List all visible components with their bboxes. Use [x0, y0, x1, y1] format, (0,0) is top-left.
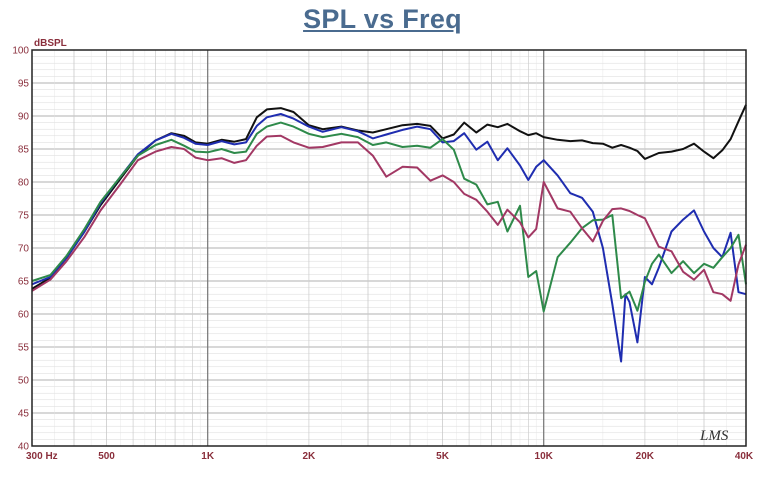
- y-tick-label: 100: [12, 46, 29, 57]
- grid: [31, 49, 747, 447]
- y-tick-label: 95: [18, 79, 30, 90]
- x-tick-label: 20K: [636, 451, 655, 462]
- y-tick-label: 70: [18, 244, 30, 255]
- y-tick-label: 50: [18, 376, 30, 387]
- x-tick-label: 40K: [735, 451, 754, 462]
- series-line-2: [31, 113, 747, 363]
- x-tick-label: 1K: [201, 451, 215, 462]
- chart-title: SPL vs Freq: [303, 4, 462, 34]
- y-tick-label: 90: [18, 112, 30, 123]
- x-tick-label: 2K: [302, 451, 316, 462]
- x-tick-label: 10K: [535, 451, 554, 462]
- y-axis-label: dBSPL: [34, 38, 67, 49]
- y-tick-label: 45: [18, 409, 30, 420]
- y-tick-label: 85: [18, 145, 30, 156]
- x-tick-label: 5K: [436, 451, 450, 462]
- series-line-4: [31, 134, 747, 302]
- y-tick-label: 75: [18, 211, 30, 222]
- plot-frame: [31, 49, 747, 447]
- y-tick-label: 80: [18, 178, 30, 189]
- y-tick-label: 55: [18, 343, 30, 354]
- series-line-1: [31, 104, 747, 290]
- series-line-3: [31, 121, 747, 313]
- x-tick-label: 500: [98, 451, 115, 462]
- series-lines: [31, 104, 747, 363]
- y-tick-label: 65: [18, 277, 30, 288]
- x-tick-label: 300 Hz: [26, 451, 58, 462]
- y-axis-ticks: 100 95 90 85 80 75 70 65 60 55 50 45 40: [12, 46, 29, 453]
- y-tick-label: 40: [18, 442, 30, 453]
- x-axis-ticks: 300 Hz 500 1K 2K 5K 10K 20K 40K: [26, 451, 754, 462]
- y-tick-label: 60: [18, 310, 30, 321]
- lms-watermark: LMS: [699, 428, 729, 444]
